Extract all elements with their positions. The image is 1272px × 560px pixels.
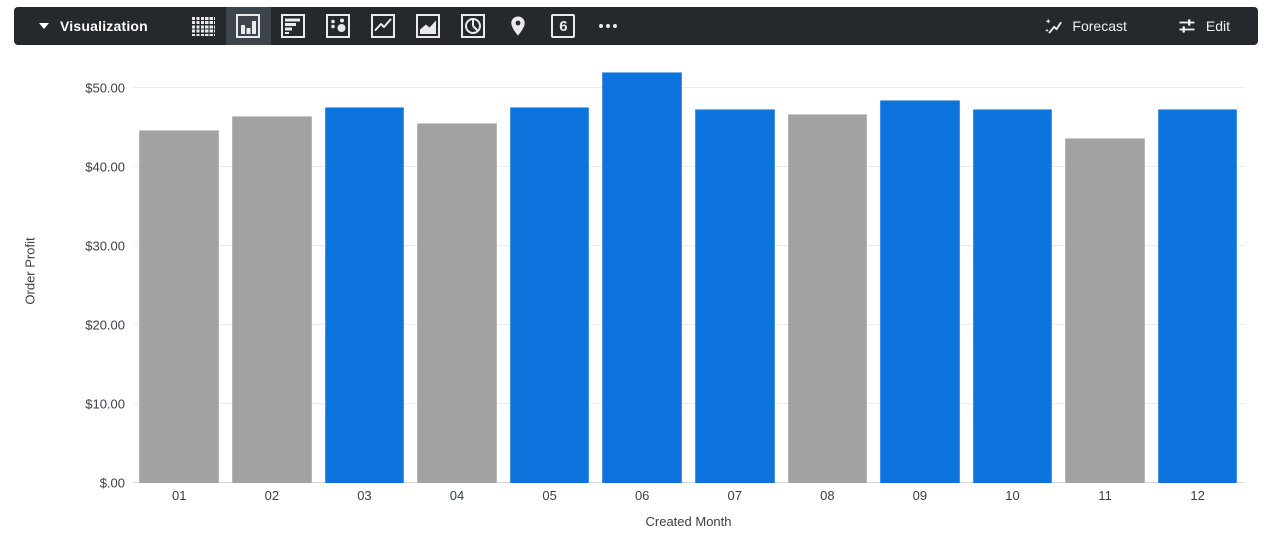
x-tick-label: 01 [172, 488, 187, 503]
y-tick-label: $40.00 [85, 159, 125, 175]
bar-month-08[interactable] [787, 113, 868, 483]
ellipsis-icon [599, 24, 618, 28]
chevron-down-icon [39, 23, 49, 29]
plot-area [133, 60, 1244, 483]
bar-chart-icon [281, 14, 306, 38]
bar-slot [688, 60, 781, 483]
bar-month-06[interactable] [602, 71, 682, 483]
y-tick-label: $.00 [99, 475, 125, 491]
bar-slot [411, 60, 504, 483]
gridline [133, 244, 1244, 246]
single-value-button[interactable]: 6 [541, 7, 586, 45]
gridline [133, 86, 1244, 88]
map-pin-icon [511, 16, 526, 36]
map-chart-button[interactable] [496, 7, 541, 45]
pie-chart-button[interactable] [451, 7, 496, 45]
bar-slot [1151, 60, 1244, 483]
area-chart-icon [416, 14, 441, 38]
y-axis-tick-labels: $50.00 $40.00 $30.00 $20.00 $10.00 $.00 [35, 60, 125, 490]
area-chart-button[interactable] [406, 7, 451, 45]
bar-slot [226, 60, 319, 483]
scatter-chart-button[interactable] [316, 7, 361, 45]
bar-slot [596, 60, 689, 483]
forecast-button-label: Forecast [1072, 18, 1127, 34]
bar-series [133, 60, 1244, 483]
single-value-icon-text: 6 [559, 17, 568, 35]
x-tick-label: 10 [1005, 488, 1020, 503]
x-tick-label: 09 [912, 488, 928, 503]
single-value-icon: 6 [551, 14, 576, 38]
x-tick-label: 06 [634, 488, 650, 503]
y-tick-label: $30.00 [85, 238, 125, 254]
bar-slot [318, 60, 411, 483]
gridline [133, 482, 1244, 483]
bar-month-04[interactable] [417, 122, 497, 483]
visualization-toolbar: Visualization [14, 7, 1258, 45]
table-icon [191, 16, 215, 36]
edit-settings-icon [1179, 19, 1195, 33]
toolbar-actions: Forecast Edit [1043, 16, 1258, 36]
bar-month-07[interactable] [694, 109, 775, 483]
scatter-chart-icon [326, 14, 351, 38]
gridline [133, 402, 1244, 404]
column-chart-button[interactable] [225, 7, 271, 45]
line-chart-button[interactable] [361, 7, 406, 45]
bar-month-02[interactable] [232, 116, 312, 483]
bar-slot [966, 60, 1059, 483]
bar-month-10[interactable] [972, 109, 1053, 483]
x-tick-label: 12 [1190, 488, 1205, 503]
bar-month-01[interactable] [139, 130, 220, 483]
column-chart-icon [236, 14, 261, 38]
pie-chart-icon [461, 14, 486, 38]
bar-month-03[interactable] [324, 106, 405, 483]
chart-type-switcher: 6 [181, 7, 631, 45]
bar-slot [133, 60, 226, 483]
x-tick-label: 07 [727, 488, 742, 503]
more-chart-types-button[interactable] [586, 7, 631, 45]
bar-chart-button[interactable] [271, 7, 316, 45]
y-tick-label: $10.00 [85, 396, 125, 412]
line-chart-icon [371, 14, 396, 38]
gridline [133, 323, 1244, 325]
edit-button-label: Edit [1205, 18, 1230, 34]
table-chart-button[interactable] [181, 7, 226, 45]
bar-month-05[interactable] [509, 106, 590, 483]
bar-month-09[interactable] [880, 99, 960, 483]
x-axis-tick-labels: 01 02 03 04 05 06 07 08 09 10 11 12 [133, 488, 1244, 503]
x-tick-label: 05 [542, 488, 557, 503]
bar-slot [503, 60, 596, 483]
bar-month-11[interactable] [1065, 137, 1145, 483]
bar-slot [1059, 60, 1152, 483]
x-tick-label: 04 [449, 488, 465, 503]
x-tick-label: 02 [264, 488, 280, 503]
edit-button[interactable]: Edit [1177, 16, 1230, 36]
x-tick-label: 03 [357, 488, 372, 503]
x-axis-title: Created Month [645, 514, 732, 529]
y-tick-label: $20.00 [85, 317, 125, 333]
forecast-icon [1045, 18, 1063, 34]
y-tick-label: $50.00 [85, 80, 125, 96]
visualization-dropdown[interactable]: Visualization [14, 18, 148, 34]
bar-slot [781, 60, 874, 483]
x-tick-label: 11 [1098, 488, 1112, 503]
x-tick-label: 08 [820, 488, 835, 503]
gridline [133, 165, 1244, 167]
forecast-button[interactable]: Forecast [1043, 16, 1127, 36]
bar-month-12[interactable] [1157, 109, 1238, 483]
visualization-dropdown-label: Visualization [60, 18, 148, 34]
bar-slot [874, 60, 967, 483]
